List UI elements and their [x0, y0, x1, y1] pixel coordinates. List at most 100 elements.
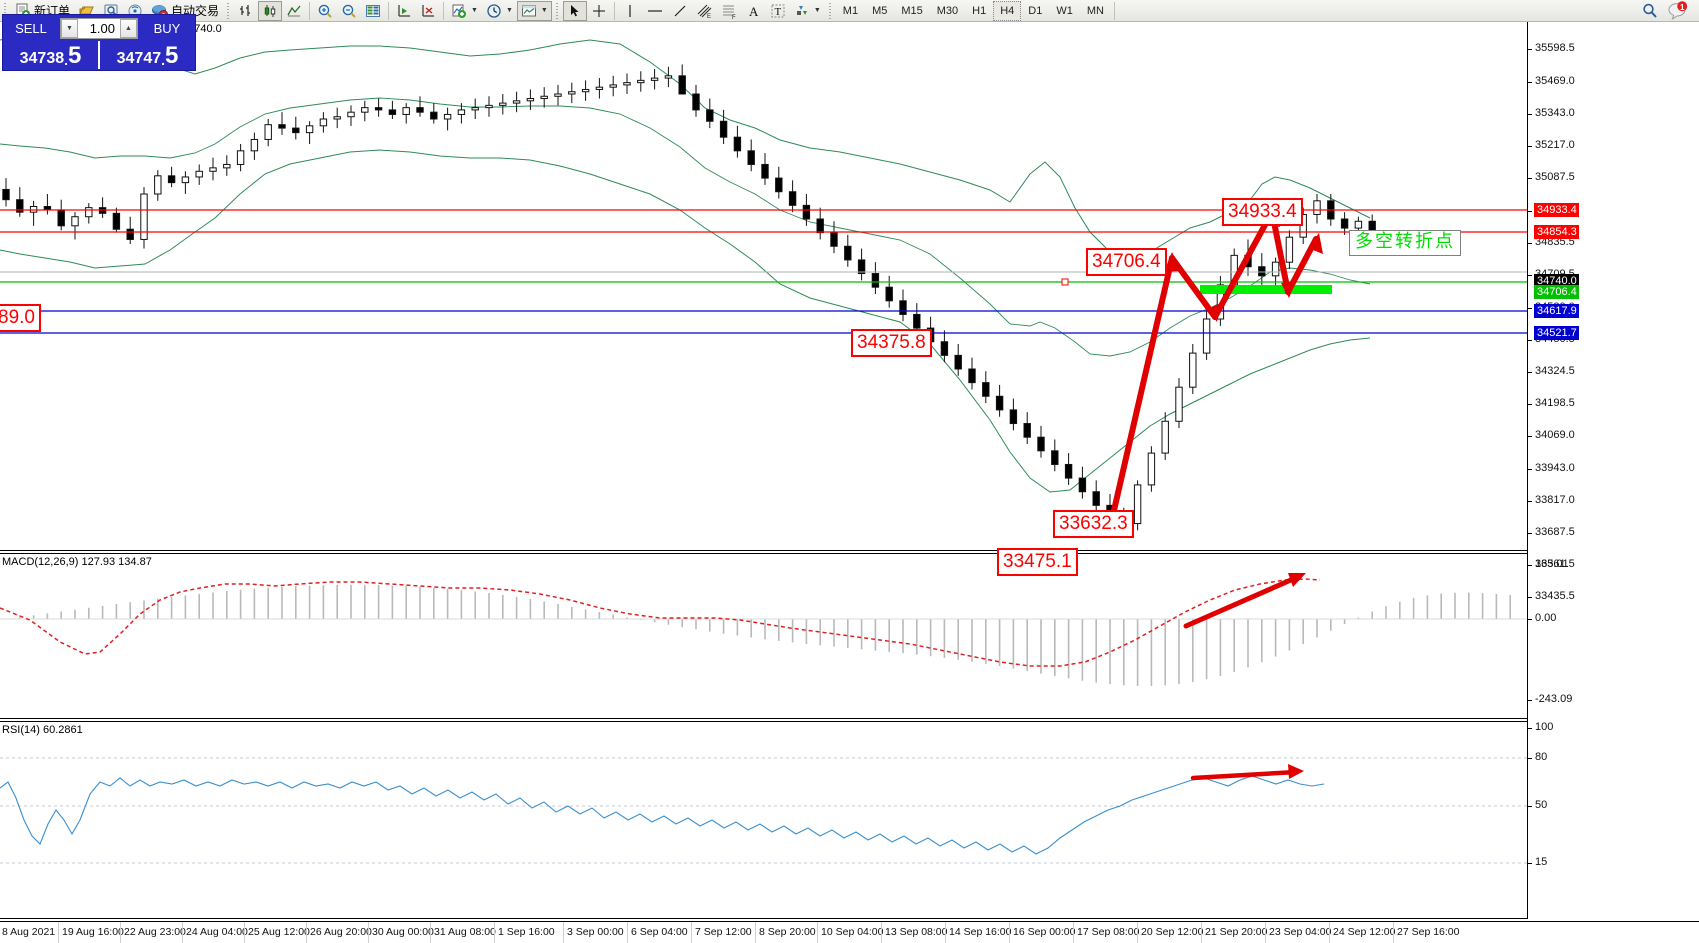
volume-decrement-button[interactable]: ▼ [61, 18, 78, 38]
search-button[interactable] [1637, 1, 1663, 21]
candle-body [954, 354, 962, 370]
annotation-34589[interactable]: 89.0 [0, 304, 41, 332]
equidistant-channel-button[interactable]: E [692, 1, 717, 21]
candle-body [236, 150, 245, 165]
candle-body [457, 109, 466, 115]
bar-chart-button[interactable] [234, 1, 258, 21]
anchor-34706[interactable] [1061, 278, 1069, 286]
signals-button[interactable] [123, 1, 147, 21]
price-tag-34617[interactable]: 34617.9 [1534, 304, 1579, 318]
notification-icon: 1 [1668, 0, 1688, 20]
annotation-34706[interactable]: 34706.4 [1086, 248, 1167, 276]
timeframe-m15[interactable]: M15 [901, 4, 923, 17]
expert-advisors-button[interactable] [74, 1, 99, 21]
candle-body [319, 118, 328, 127]
annotation-34933[interactable]: 34933.4 [1222, 198, 1303, 226]
volume-input[interactable]: ▼ 1.00 ▲ [60, 17, 138, 39]
rsi-tick-mark [1528, 758, 1532, 759]
support-zone-band[interactable] [1200, 285, 1332, 294]
price-tag-34706[interactable]: 34706.4 [1534, 285, 1579, 299]
chevron-down-icon-4[interactable]: ▼ [813, 7, 821, 14]
annotation-33632[interactable]: 33632.3 [1053, 510, 1134, 538]
candle-body [374, 107, 383, 111]
line-chart-button[interactable] [282, 1, 306, 21]
timeframe-mn[interactable]: MN [1086, 4, 1104, 17]
data-window-button[interactable] [99, 1, 123, 21]
candle-body [830, 232, 838, 247]
macd-tick-label: 0.00 [1535, 612, 1557, 624]
timeframe-d1[interactable]: D1 [1028, 4, 1043, 17]
toolbar-grip-2[interactable] [225, 1, 233, 20]
shapes-button[interactable]: ▼ [790, 1, 825, 21]
toolbar-grip-3[interactable] [553, 1, 561, 20]
templates-button[interactable]: ▼ [516, 0, 552, 21]
candle-body [871, 273, 880, 288]
toolbar-grip[interactable] [2, 1, 9, 20]
timeframe-m30[interactable]: M30 [936, 4, 959, 17]
svg-text:T: T [774, 6, 781, 18]
time-tick-mark [1073, 922, 1074, 943]
horizontal-line-button[interactable] [642, 1, 668, 21]
candle-body [167, 175, 176, 184]
candle-body [1023, 423, 1031, 438]
price-tag-34854[interactable]: 34854.3 [1534, 225, 1579, 239]
sell-button[interactable]: SELL [5, 17, 57, 39]
zoom-out-icon [342, 4, 356, 18]
vertical-line-button[interactable] [618, 1, 642, 21]
zoom-out-button[interactable] [337, 1, 361, 21]
auto-scroll-button[interactable] [416, 1, 440, 21]
price-axis[interactable]: 35598.535469.035343.035217.035087.534961… [1528, 22, 1699, 921]
zoom-in-button[interactable] [313, 1, 337, 21]
volume-increment-button[interactable]: ▲ [120, 18, 137, 38]
time-tick-label: 8 Sep 20:00 [759, 926, 816, 938]
macd-chart[interactable] [0, 556, 1528, 701]
chevron-down-icon-2[interactable]: ▼ [505, 7, 513, 14]
price-tag-34521[interactable]: 34521.7 [1534, 326, 1579, 340]
chart-shift-button[interactable] [392, 1, 416, 21]
timeframe-m5[interactable]: M5 [872, 4, 888, 17]
one-click-trading-panel[interactable]: SELL ▼ 1.00 ▲ BUY 34738 . 5 34747 . 5 [2, 14, 196, 71]
main-price-chart[interactable] [0, 22, 1528, 550]
chevron-down-icon-3[interactable]: ▼ [540, 7, 548, 14]
chart-shift-icon [398, 4, 411, 17]
indicators-button[interactable]: ▼ [447, 1, 482, 21]
candle-body [816, 218, 824, 234]
text-label-button[interactable]: T [766, 1, 790, 21]
timeframe-h4[interactable]: H4 [993, 0, 1022, 21]
fibonacci-button[interactable]: F [717, 1, 742, 21]
time-tick-mark [58, 922, 59, 943]
trendline-button[interactable] [668, 1, 692, 21]
toolbar-grip-4[interactable] [826, 1, 834, 20]
candlestick-chart-button[interactable] [258, 0, 283, 21]
annotation-turning-point[interactable]: 多空转折点 [1349, 230, 1461, 256]
time-axis[interactable]: 8 Aug 2021 19 Aug 16:00 22 Aug 23:00 24 Aug… [0, 921, 1699, 943]
timeframe-h1[interactable]: H1 [972, 4, 987, 17]
market-watch-button[interactable] [361, 1, 385, 21]
candle-body [512, 100, 521, 104]
price-tick-mark [1528, 436, 1532, 437]
chevron-down-icon[interactable]: ▼ [471, 7, 478, 14]
sell-price[interactable]: 34738 . 5 [3, 41, 98, 69]
cursor-button[interactable] [562, 0, 587, 21]
annotation-33475[interactable]: 33475.1 [997, 548, 1078, 576]
price-tick-mark [1528, 243, 1532, 244]
price-tag-34933[interactable]: 34933.4 [1534, 203, 1579, 217]
buy-button[interactable]: BUY [141, 17, 193, 39]
rsi-chart[interactable] [0, 724, 1528, 920]
price-tick-label: 33817.0 [1535, 494, 1575, 506]
price-tag-34740[interactable]: 34740.0 [1534, 274, 1579, 288]
chart-canvas-area[interactable]: DJ30-,H4 34743.0 34750.0 34739.0 34740.0 [0, 22, 1699, 943]
periods-button[interactable]: ▼ [482, 1, 517, 21]
price-tick-mark [1528, 533, 1532, 534]
annotation-34375[interactable]: 34375.8 [851, 329, 932, 357]
buy-price[interactable]: 34747 . 5 [100, 41, 195, 69]
crosshair-button[interactable] [587, 1, 611, 21]
timeframe-m1[interactable]: M1 [842, 4, 859, 17]
text-button[interactable]: A [742, 1, 766, 21]
timeframe-w1[interactable]: W1 [1056, 4, 1073, 17]
price-tick-mark [1528, 372, 1532, 373]
notification-button[interactable]: 1 [1663, 0, 1693, 21]
macd-tick-mark [1528, 619, 1532, 620]
svg-text:A: A [749, 4, 759, 19]
